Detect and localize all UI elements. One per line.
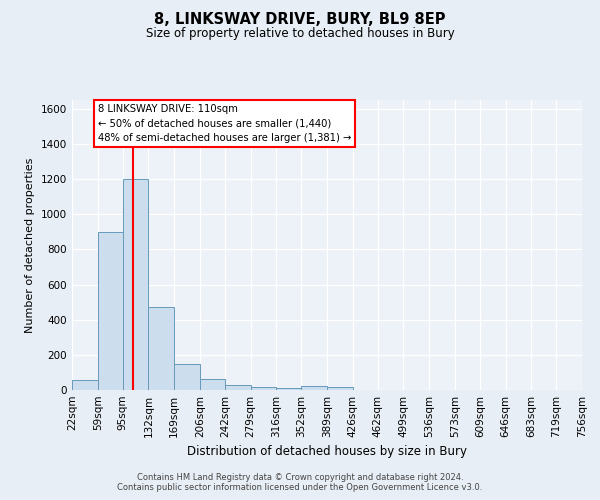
- Bar: [174, 364, 200, 390]
- Bar: [200, 380, 225, 390]
- Y-axis label: Number of detached properties: Number of detached properties: [25, 158, 35, 332]
- Text: 8 LINKSWAY DRIVE: 110sqm
← 50% of detached houses are smaller (1,440)
48% of sem: 8 LINKSWAY DRIVE: 110sqm ← 50% of detach…: [97, 104, 351, 143]
- X-axis label: Distribution of detached houses by size in Bury: Distribution of detached houses by size …: [187, 446, 467, 458]
- Bar: [276, 388, 301, 390]
- Text: Contains HM Land Registry data © Crown copyright and database right 2024.: Contains HM Land Registry data © Crown c…: [137, 474, 463, 482]
- Text: Size of property relative to detached houses in Bury: Size of property relative to detached ho…: [146, 28, 454, 40]
- Bar: [123, 179, 148, 390]
- Bar: [148, 308, 174, 390]
- Bar: [251, 387, 276, 390]
- Bar: [72, 380, 98, 390]
- Bar: [327, 388, 353, 390]
- Text: Contains public sector information licensed under the Open Government Licence v3: Contains public sector information licen…: [118, 484, 482, 492]
- Bar: [225, 384, 251, 390]
- Bar: [98, 232, 123, 390]
- Bar: [301, 386, 327, 390]
- Text: 8, LINKSWAY DRIVE, BURY, BL9 8EP: 8, LINKSWAY DRIVE, BURY, BL9 8EP: [154, 12, 446, 28]
